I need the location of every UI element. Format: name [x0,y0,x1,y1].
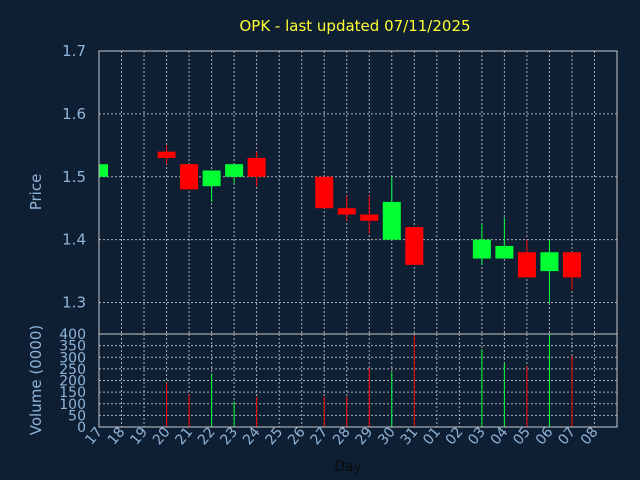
x-tick-label: 27 [308,424,332,448]
candle [98,164,108,177]
volume-tick-label: 200 [59,374,86,390]
price-tick-label: 1.7 [62,42,86,60]
candle-body [99,164,108,177]
x-tick-label: 31 [398,424,422,448]
x-tick-label: 30 [375,424,399,448]
candle [517,239,536,278]
x-tick-label: 04 [488,424,512,448]
price-panel-frame [98,50,618,335]
volume-tick-label: 150 [59,385,86,401]
candle [202,170,221,202]
candle-body [540,252,559,272]
candle-body [405,227,424,265]
candle [562,252,581,290]
volume-tick-label: 50 [68,408,86,424]
x-tick-label: 28 [330,424,354,448]
candle [472,223,491,265]
candle [315,176,334,209]
candle-body [360,214,379,221]
volume-axis-label: Volume (0000) [27,325,45,435]
price-tick-label: 1.3 [62,294,86,312]
price-tick-label: 1.6 [62,105,86,123]
candle [405,227,424,265]
x-axis-ticks: 1718192021222324252627282930310102030405… [82,424,601,448]
x-tick-label: 02 [443,424,467,448]
x-tick-label: 29 [353,424,377,448]
candle-body [225,164,244,177]
candle [247,151,266,187]
candle-body [382,201,401,240]
candle-body [472,239,491,259]
candle-body [315,176,334,209]
candle [225,164,244,184]
candle [360,195,379,234]
x-tick-label: 05 [510,424,534,448]
price-tick-label: 1.4 [62,231,86,249]
x-axis-label: Day [334,459,362,475]
volume-panel-frame [98,333,618,428]
chart-title: OPK - last updated 07/11/2025 [239,17,470,35]
candle [495,217,514,259]
volume-tick-label: 300 [59,350,86,366]
candle-body [157,151,176,158]
x-tick-label: 06 [533,424,557,448]
price-axis-ticks: 1.7 1.6 1.5 1.4 1.3 [62,42,86,312]
volume-tick-label: 0 [77,420,86,436]
volume-tick-label: 250 [59,362,86,378]
price-tick-label: 1.5 [62,168,86,186]
volume-tick-label: 350 [59,339,86,355]
candle-body [202,170,221,187]
candle [540,239,559,303]
candle [382,176,401,240]
candle-body [337,208,356,215]
x-tick-label: 07 [555,424,579,448]
x-tick-label: 03 [465,424,489,448]
volume-tick-label: 400 [59,327,86,343]
x-tick-label: 08 [578,424,602,448]
x-tick-label: 20 [150,424,174,448]
candle-body [180,164,199,190]
price-grid [99,50,617,334]
x-tick-label: 01 [420,424,444,448]
volume-tick-label: 100 [59,397,86,413]
x-tick-label: 22 [195,424,219,448]
volume-bars [166,334,573,427]
x-tick-label: 24 [240,424,264,448]
candle [337,195,356,221]
candle [157,145,176,165]
x-tick-label: 18 [105,424,129,448]
price-candles [98,145,581,303]
candle-body [247,157,266,177]
candle [180,164,199,190]
x-tick-label: 23 [217,424,241,448]
x-tick-label: 19 [127,424,151,448]
candle-body [562,252,581,278]
price-axis-label: Price [27,174,45,211]
volume-grid [99,333,617,428]
x-tick-label: 26 [285,424,309,448]
candle-body [517,252,536,278]
x-tick-label: 25 [263,424,287,448]
x-tick-label: 21 [172,424,196,448]
candle-body [495,245,514,259]
